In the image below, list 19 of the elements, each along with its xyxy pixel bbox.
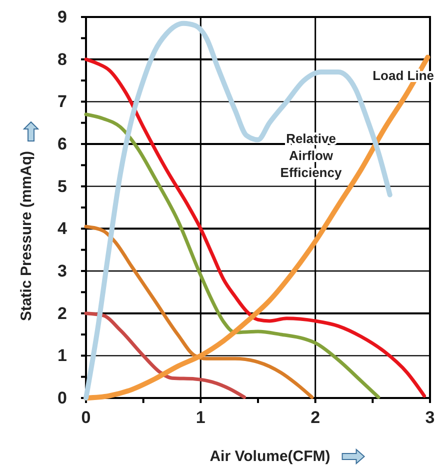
- y-tick-label: 5: [58, 176, 67, 196]
- line-series: [84, 224, 314, 399]
- y-tick-label: 1: [58, 346, 67, 366]
- y-tick-label: 2: [58, 304, 67, 323]
- x-tick-label: 1: [196, 408, 206, 428]
- y-axis-title: Static Pressure (mmAq): [18, 150, 35, 322]
- y-tick-label: 9: [58, 7, 67, 26]
- x-tick-label: 3: [425, 408, 435, 428]
- y-tick-label: 8: [58, 50, 67, 69]
- line-series: [84, 312, 246, 399]
- line-series: [84, 112, 380, 399]
- y-tick-label: 4: [58, 219, 68, 238]
- y-tick-label: 0: [58, 388, 67, 408]
- y-tick-label: 6: [58, 134, 67, 154]
- y-tick-label: 7: [58, 92, 67, 112]
- x-tick-label: 0: [81, 408, 91, 428]
- y-tick-label: 3: [58, 261, 67, 280]
- x-axis-title: Air Volume(CFM): [210, 448, 330, 465]
- x-tick-label: 2: [310, 408, 320, 428]
